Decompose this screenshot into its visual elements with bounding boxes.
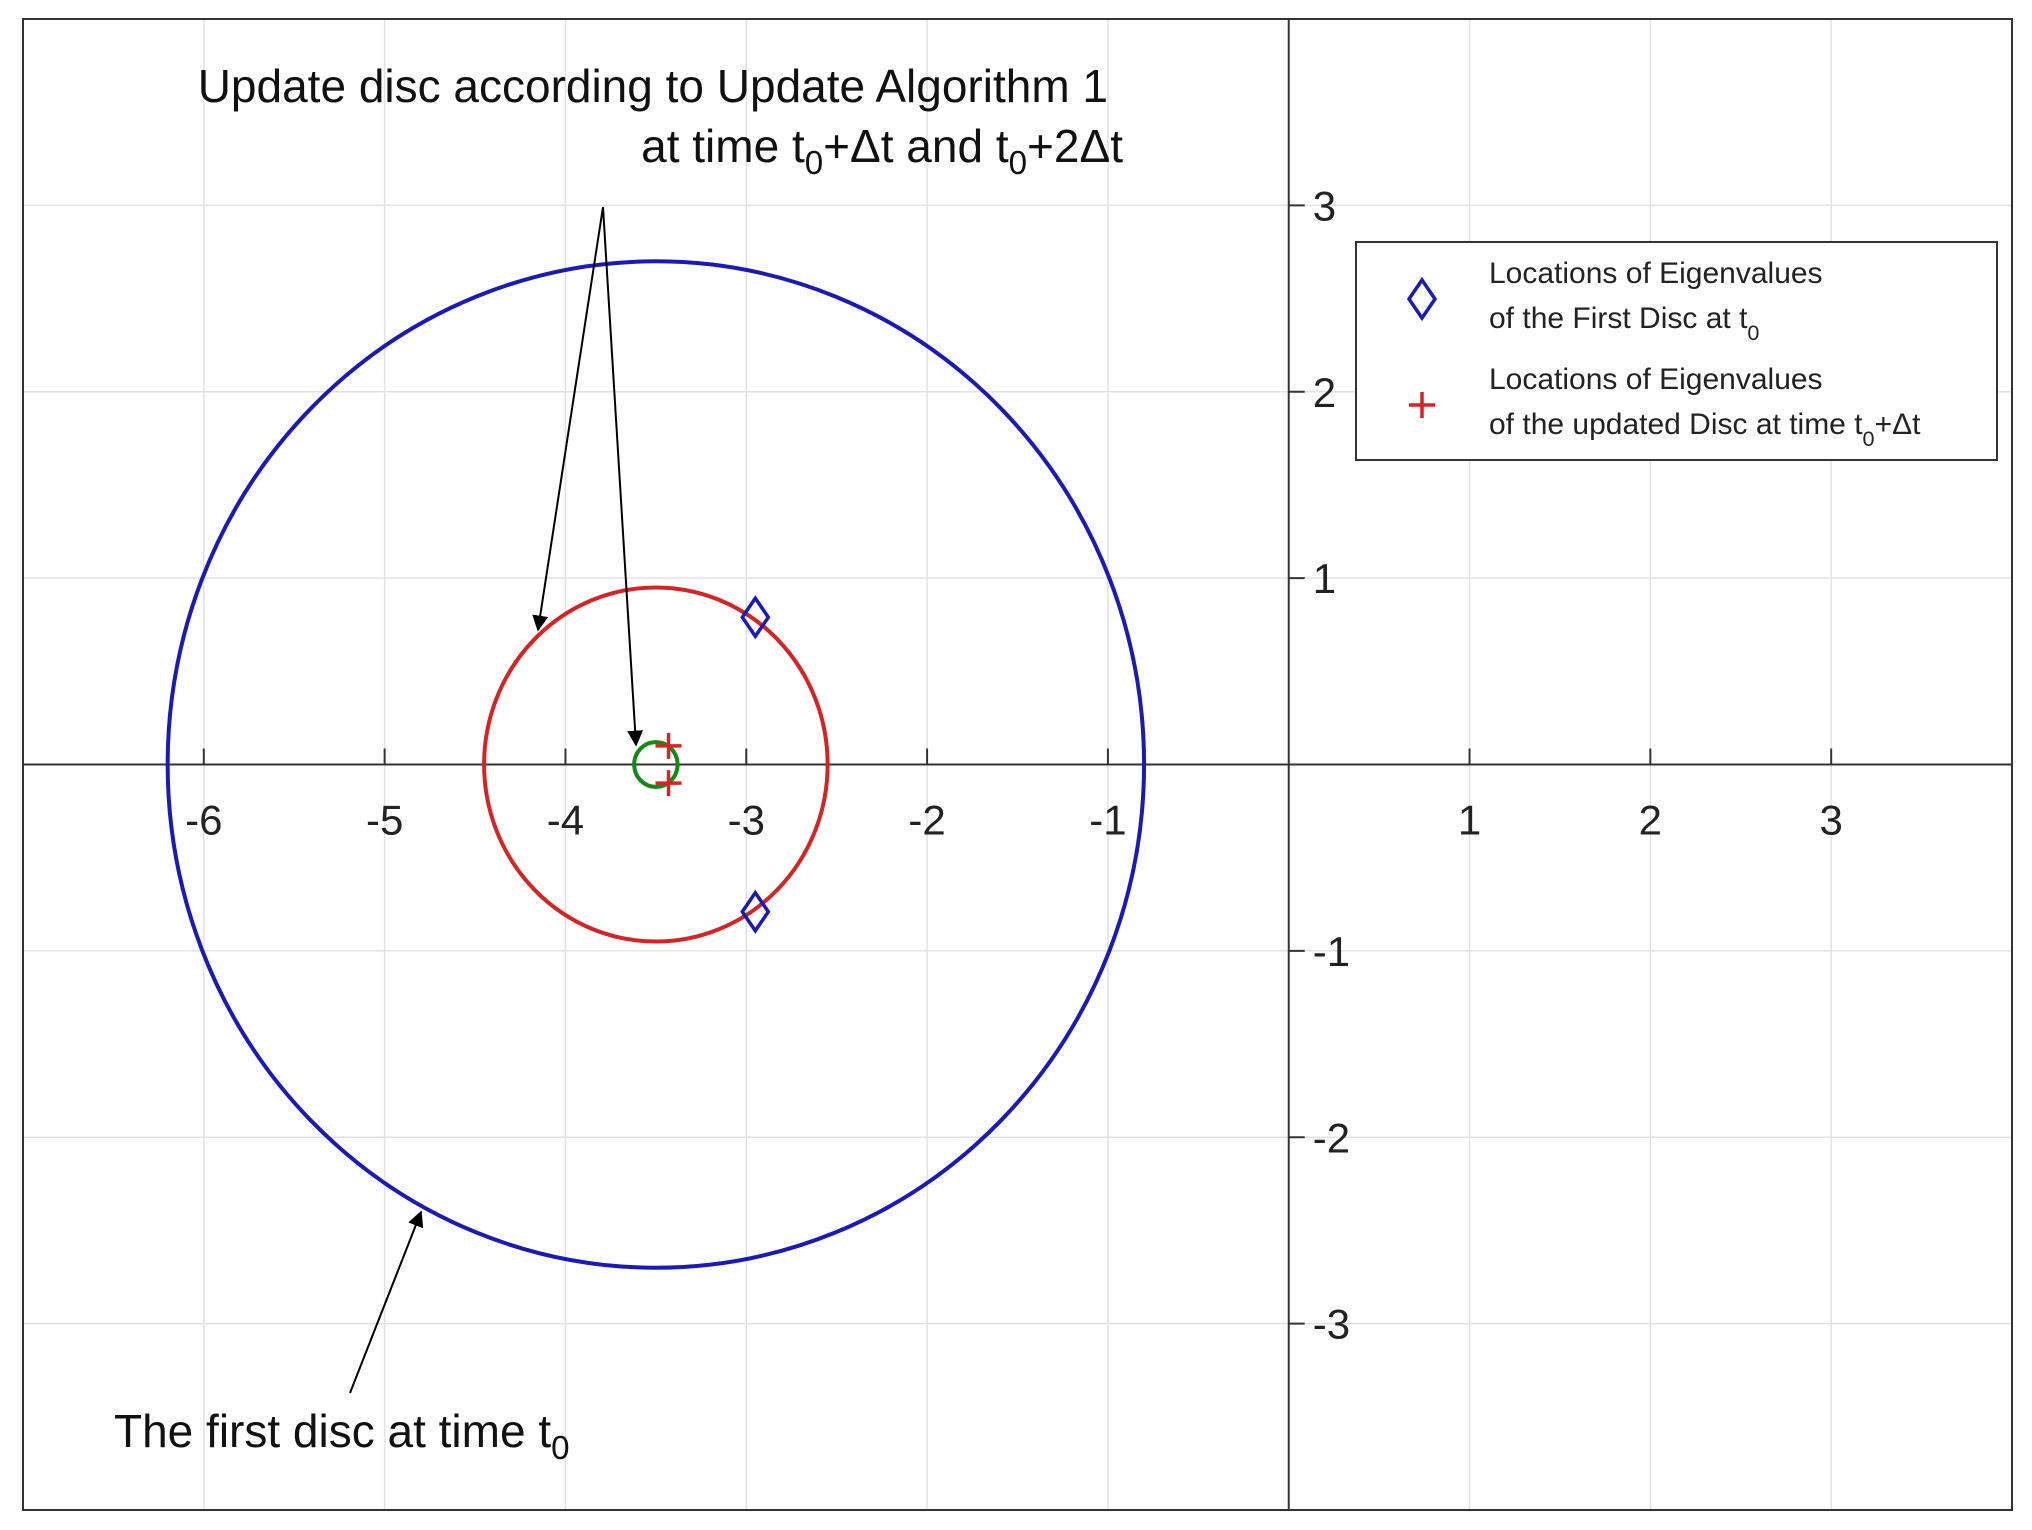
subscript: 0 — [1747, 320, 1759, 345]
legend-marker — [1409, 392, 1435, 418]
text-segment: of the First Disc at t — [1489, 302, 1748, 335]
annotation: The first disc at time t0 — [114, 1405, 570, 1467]
y-tick-label: -2 — [1313, 1114, 1350, 1161]
text-segment: of the updated Disc at time t — [1489, 408, 1863, 441]
x-tick-label: -4 — [547, 797, 584, 844]
y-tick-label: -1 — [1313, 928, 1350, 975]
legend-label: Locations of Eigenvalues — [1489, 363, 1823, 396]
disc — [632, 740, 680, 789]
x-tick-label: -3 — [728, 797, 765, 844]
legend-label: of the First Disc at t0 — [1489, 302, 1759, 345]
x-tick-label: 3 — [1820, 797, 1843, 844]
data-point — [655, 732, 682, 759]
legend-label: of the updated Disc at time t0+Δt — [1489, 408, 1921, 451]
data-point — [740, 889, 771, 934]
x-tick-label: -2 — [908, 797, 945, 844]
subscript: 0 — [1863, 426, 1875, 451]
text-segment: The first disc at time t — [114, 1405, 551, 1457]
legend-box — [1355, 241, 1998, 461]
x-tick-label: -1 — [1089, 797, 1126, 844]
legend: Locations of Eigenvalues of the First Dis… — [1355, 241, 1998, 461]
x-tick-label: -6 — [185, 797, 222, 844]
text-segment: +2Δt — [1027, 120, 1123, 172]
annotation-arrow — [602, 206, 644, 747]
subscript: 0 — [805, 145, 823, 182]
text-segment: Update disc according to Update Algorith… — [198, 60, 1108, 112]
data-point — [740, 595, 771, 640]
text-segment: +Δt — [1875, 408, 1922, 441]
x-tick-label: 2 — [1639, 797, 1662, 844]
text-segment: at time t — [641, 120, 805, 172]
annotation-arrow — [532, 206, 604, 632]
y-tick-label: 1 — [1313, 555, 1336, 602]
data-point — [655, 770, 682, 797]
x-tick-label: -5 — [366, 797, 403, 844]
legend-label: Locations of Eigenvalues — [1489, 257, 1823, 290]
disc — [482, 585, 830, 944]
x-tick-label: 1 — [1458, 797, 1481, 844]
subscript: 0 — [1009, 145, 1027, 182]
y-tick-label: 3 — [1313, 182, 1336, 229]
annotation: at time t0+Δt and t0+2Δt — [641, 120, 1123, 182]
annotation-arrow — [349, 1210, 424, 1394]
disc — [165, 259, 1147, 1270]
annotation: Update disc according to Update Algorith… — [198, 60, 1108, 112]
y-tick-label: -3 — [1313, 1301, 1350, 1348]
subscript: 0 — [551, 1430, 569, 1467]
text-segment: +Δt and t — [823, 120, 1009, 172]
y-tick-label: 2 — [1313, 369, 1336, 416]
legend-marker — [1406, 276, 1438, 322]
